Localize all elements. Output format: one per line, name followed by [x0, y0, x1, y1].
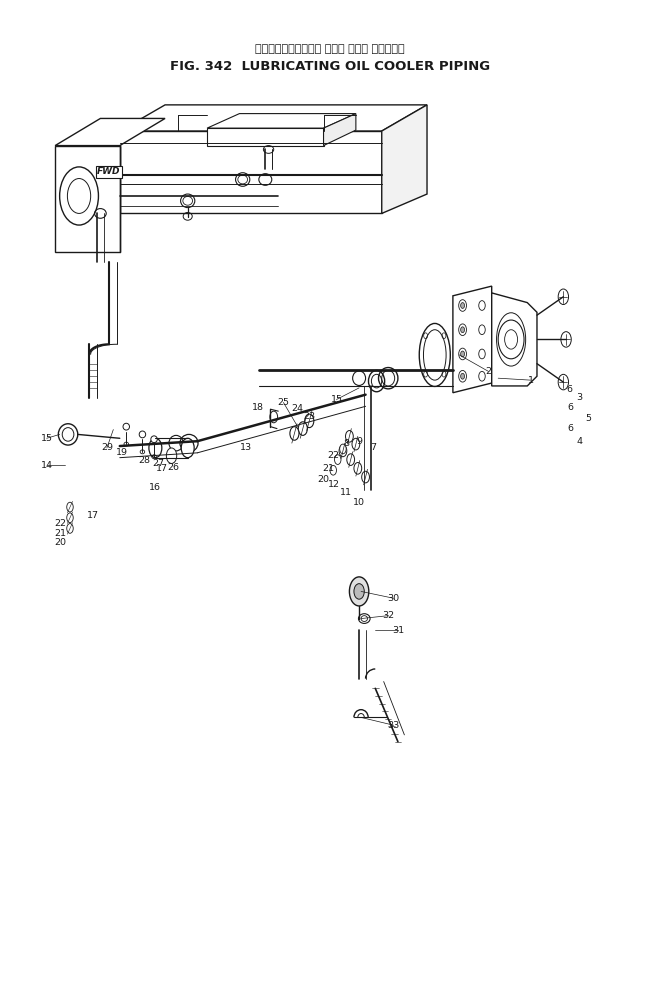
Text: 20: 20 — [54, 538, 66, 548]
Text: ルーブリケーティング オイル クーラ パイピング: ルーブリケーティング オイル クーラ パイピング — [255, 44, 405, 53]
Circle shape — [340, 444, 347, 454]
Text: 6: 6 — [566, 386, 572, 395]
Text: 20: 20 — [317, 476, 329, 485]
Text: 28: 28 — [139, 456, 150, 465]
Text: 32: 32 — [382, 611, 394, 620]
Text: 30: 30 — [387, 593, 399, 602]
Text: 5: 5 — [585, 414, 592, 423]
Circle shape — [67, 513, 73, 522]
Text: 19: 19 — [115, 448, 128, 457]
Circle shape — [354, 584, 364, 599]
Text: 21: 21 — [323, 464, 335, 473]
Circle shape — [305, 414, 314, 427]
Circle shape — [339, 445, 346, 457]
Text: 8: 8 — [343, 439, 349, 448]
Text: 21: 21 — [54, 529, 66, 538]
Circle shape — [461, 303, 465, 309]
Circle shape — [270, 411, 278, 422]
Circle shape — [346, 430, 353, 442]
Ellipse shape — [139, 431, 146, 438]
Polygon shape — [55, 145, 119, 252]
Polygon shape — [453, 286, 492, 393]
Polygon shape — [55, 119, 165, 145]
Circle shape — [362, 471, 370, 483]
Circle shape — [354, 463, 362, 474]
Circle shape — [298, 422, 308, 435]
Text: 33: 33 — [387, 721, 399, 730]
Circle shape — [461, 326, 465, 332]
Text: 16: 16 — [149, 484, 161, 493]
Circle shape — [561, 331, 572, 347]
Text: FWD: FWD — [97, 167, 121, 176]
Text: 27: 27 — [152, 459, 164, 468]
Text: 3: 3 — [576, 393, 582, 403]
Circle shape — [558, 289, 568, 305]
Text: 12: 12 — [328, 481, 340, 490]
Text: 26: 26 — [168, 463, 180, 472]
Circle shape — [349, 577, 369, 606]
Circle shape — [352, 438, 360, 450]
Text: 24: 24 — [292, 404, 304, 412]
Text: 15: 15 — [41, 434, 53, 443]
Text: 25: 25 — [277, 398, 290, 406]
Text: 2: 2 — [486, 367, 492, 376]
Text: 6: 6 — [568, 403, 574, 411]
Polygon shape — [323, 114, 356, 145]
Ellipse shape — [182, 438, 194, 458]
Polygon shape — [119, 105, 427, 131]
Circle shape — [59, 167, 98, 225]
Circle shape — [67, 523, 73, 533]
Polygon shape — [207, 114, 356, 129]
Text: 4: 4 — [576, 437, 582, 446]
Text: 10: 10 — [353, 497, 365, 506]
Polygon shape — [381, 105, 427, 214]
Text: 14: 14 — [41, 461, 53, 470]
Text: 17: 17 — [86, 511, 98, 520]
Text: FIG. 342  LUBRICATING OIL COOLER PIPING: FIG. 342 LUBRICATING OIL COOLER PIPING — [170, 59, 490, 72]
Text: 29: 29 — [101, 443, 113, 453]
Ellipse shape — [123, 423, 129, 430]
Text: 9: 9 — [356, 437, 362, 446]
Text: 6: 6 — [568, 424, 574, 433]
Text: 17: 17 — [156, 464, 168, 473]
Circle shape — [461, 374, 465, 379]
Polygon shape — [207, 129, 323, 145]
Text: 11: 11 — [340, 488, 352, 497]
Circle shape — [67, 502, 73, 512]
Text: 31: 31 — [392, 626, 404, 635]
Circle shape — [346, 454, 354, 466]
Text: 22: 22 — [54, 519, 66, 528]
Circle shape — [335, 455, 341, 465]
Text: 15: 15 — [331, 395, 343, 405]
Polygon shape — [119, 131, 381, 214]
Text: 23: 23 — [303, 412, 315, 421]
Circle shape — [290, 426, 299, 440]
Ellipse shape — [149, 438, 162, 458]
Circle shape — [461, 351, 465, 357]
Text: 22: 22 — [327, 451, 339, 460]
Circle shape — [330, 466, 337, 475]
Text: 18: 18 — [251, 403, 263, 411]
Ellipse shape — [151, 436, 157, 443]
Text: 13: 13 — [240, 443, 252, 453]
Text: 1: 1 — [527, 376, 533, 385]
Polygon shape — [492, 293, 537, 386]
Text: 7: 7 — [370, 443, 376, 453]
Circle shape — [166, 448, 177, 464]
Circle shape — [558, 374, 568, 390]
